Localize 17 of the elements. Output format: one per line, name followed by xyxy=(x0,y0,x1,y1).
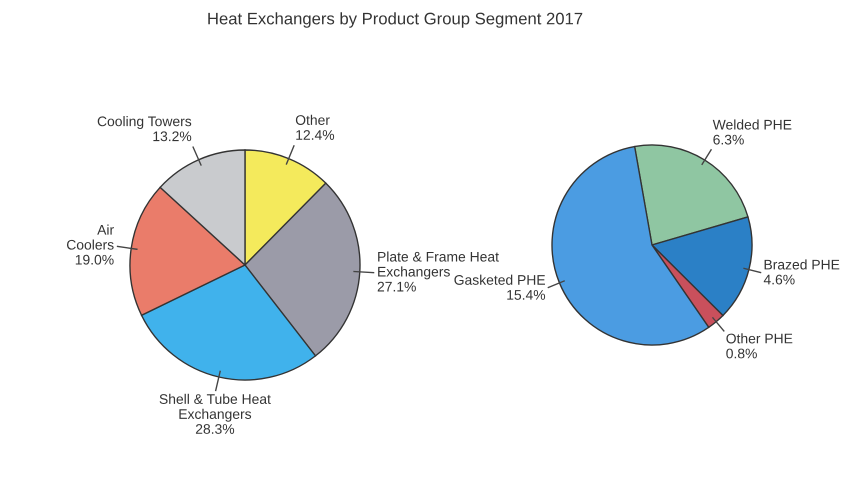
slice-label: Shell & Tube Heat Exchangers xyxy=(160,394,271,422)
chart-title: Heat Exchangers by Product Group Segment 2017 xyxy=(208,12,582,28)
slice-label: Air Coolers xyxy=(66,224,114,250)
data-label: 4.6% xyxy=(764,274,795,285)
data-label: 12.4% xyxy=(296,130,334,140)
data-label: 13.2% xyxy=(153,131,192,142)
slice-label: Cooling Towers xyxy=(98,116,192,129)
slice-label: Other xyxy=(296,114,330,125)
slice-label: Welded PHE xyxy=(712,119,792,130)
data-label: 0.8% xyxy=(726,348,757,358)
data-label: 27.1% xyxy=(378,282,416,292)
slice-label: Brazed PHE xyxy=(764,259,840,270)
data-label: 19.0% xyxy=(76,254,114,265)
data-label: 15.4% xyxy=(507,290,546,300)
slice-label: Other PHE xyxy=(726,333,792,344)
data-label: 6.3% xyxy=(713,134,744,145)
data-label: 28.3% xyxy=(196,424,234,434)
